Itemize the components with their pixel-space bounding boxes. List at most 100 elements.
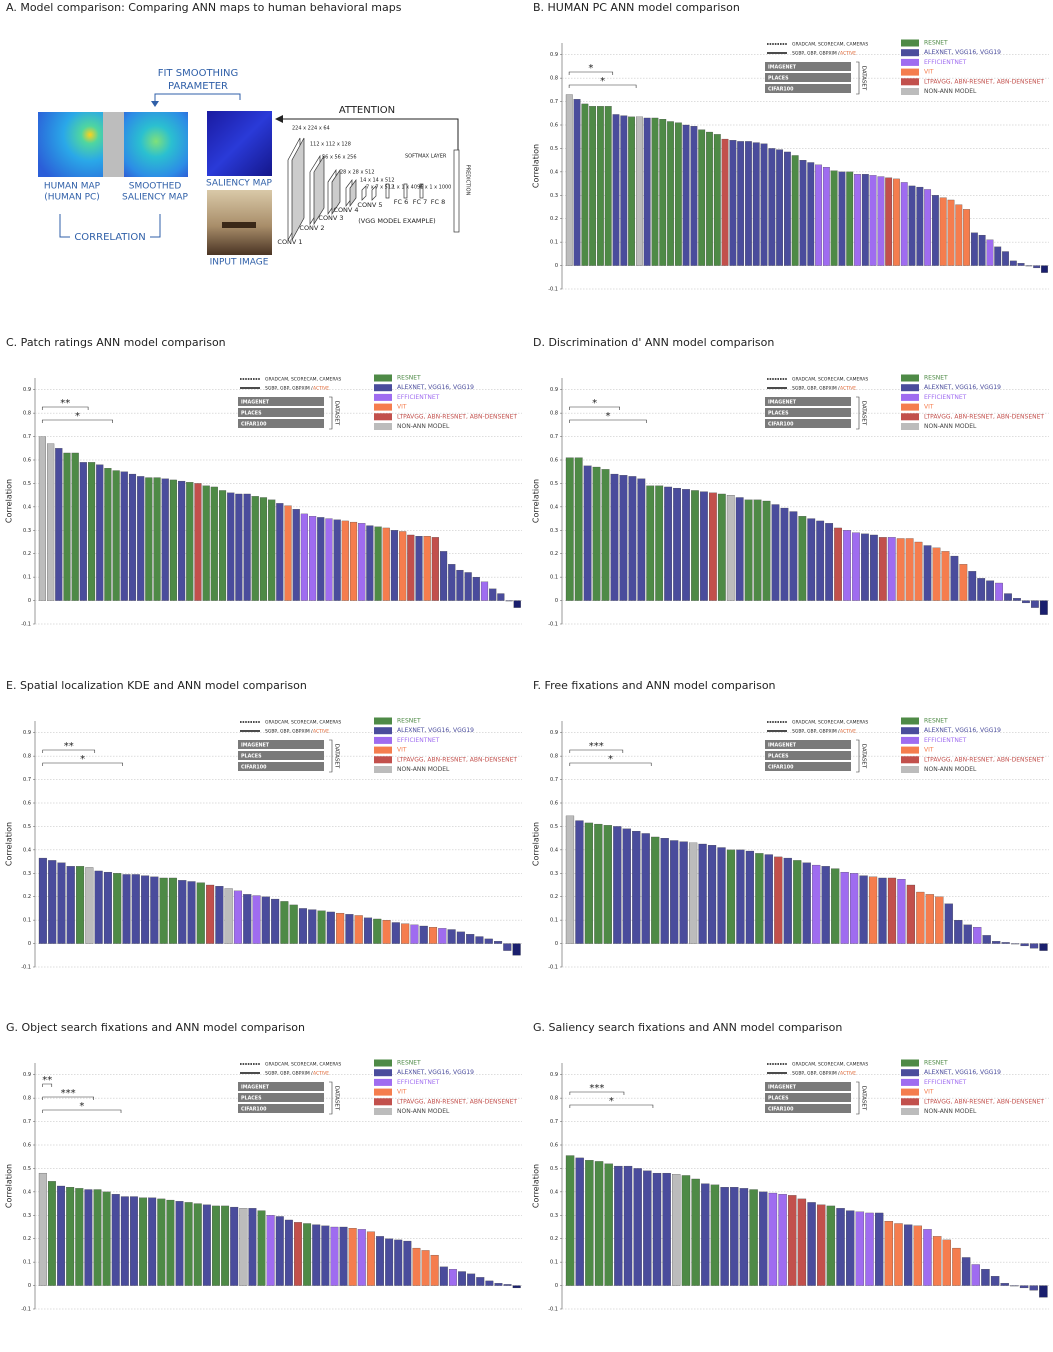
bar xyxy=(815,164,822,266)
bar xyxy=(736,849,745,944)
significance-bracket xyxy=(568,71,614,75)
bar xyxy=(122,874,131,944)
bar xyxy=(812,864,821,944)
bar xyxy=(1041,265,1048,273)
bar xyxy=(641,833,650,944)
dataset-title: DATASET xyxy=(861,744,867,769)
bar xyxy=(366,525,374,601)
bar xyxy=(303,1223,312,1286)
y-tick-label: 0.1 xyxy=(550,575,558,581)
legend-label: EFFICIENTNET xyxy=(924,1079,967,1086)
y-tick-label: -0.1 xyxy=(21,1307,31,1313)
legend-label: EFFICIENTNET xyxy=(397,737,440,744)
bar xyxy=(330,1226,339,1286)
bar xyxy=(376,1236,384,1286)
bar xyxy=(447,929,456,944)
bar xyxy=(186,482,194,601)
dataset-bracket xyxy=(329,1081,333,1115)
dataset-label: PLACES xyxy=(768,753,789,759)
bar xyxy=(849,873,859,944)
y-tick-label: 0 xyxy=(555,1283,558,1289)
bar xyxy=(349,521,358,601)
legend-swatch xyxy=(901,88,919,95)
bar xyxy=(391,922,400,944)
bar xyxy=(284,505,292,601)
legend-swatch xyxy=(374,423,392,430)
bar xyxy=(565,94,573,266)
bar xyxy=(161,478,169,601)
label: CORRELATION xyxy=(74,232,145,243)
y-tick-label: 0.2 xyxy=(23,894,31,900)
legend-label: RESNET xyxy=(924,375,948,382)
legend-label: ALEXNET, VGG16, VGG19 xyxy=(397,727,474,734)
dataset-box xyxy=(765,740,851,749)
bar xyxy=(745,850,755,944)
legend-label: VIT xyxy=(924,404,934,411)
bar xyxy=(348,1228,357,1286)
dataset-box xyxy=(238,1082,324,1091)
bar xyxy=(594,823,603,944)
label: INPUT IMAGE xyxy=(210,258,269,268)
y-tick-label: 0.7 xyxy=(23,1119,31,1125)
bar xyxy=(673,487,681,601)
bar xyxy=(94,870,103,944)
bar xyxy=(807,518,816,601)
significance-label: *** xyxy=(61,1088,76,1099)
layer-label: CONV 3 xyxy=(318,214,343,222)
legend-swatch xyxy=(901,374,919,382)
bar xyxy=(458,1271,466,1286)
bar xyxy=(682,124,690,266)
y-tick-label: -0.1 xyxy=(548,965,558,971)
bar xyxy=(963,924,972,944)
y-tick-label: 0.6 xyxy=(550,801,558,807)
bar xyxy=(476,1277,485,1286)
bar xyxy=(620,115,628,266)
bar xyxy=(992,941,1001,944)
bar xyxy=(430,1254,439,1286)
bar xyxy=(935,896,944,944)
bar xyxy=(721,138,729,266)
bar xyxy=(321,1225,330,1286)
significance-label: * xyxy=(609,1096,614,1107)
legend-swatch xyxy=(374,746,392,754)
bar xyxy=(924,189,932,266)
bar xyxy=(84,1189,93,1286)
y-tick-label: 0.5 xyxy=(550,481,558,487)
legend-label: ALEXNET, VGG16, VGG19 xyxy=(924,384,1001,391)
bar xyxy=(565,815,575,944)
bar xyxy=(826,1205,836,1286)
bar xyxy=(284,1219,293,1286)
bar xyxy=(821,866,830,944)
significance-bracket xyxy=(569,406,620,410)
bar xyxy=(970,232,978,266)
bar xyxy=(637,478,646,601)
bar xyxy=(210,486,218,601)
label: SALIENCY MAP xyxy=(206,179,273,189)
layer-label: FC 8 xyxy=(431,198,445,206)
dataset-box xyxy=(765,397,851,406)
legend-label: LTPAVGG, ABN-RESNET, ABN-DENSENET xyxy=(924,1098,1044,1105)
significance-bracket xyxy=(42,749,96,753)
vgg-layer-labels: CONV 1 CONV 2 CONV 3 CONV 4 CONV 5 FC 6 … xyxy=(277,198,445,246)
bar xyxy=(1002,251,1009,266)
label: SALIENCY MAP xyxy=(122,193,189,203)
legend-swatch xyxy=(374,1088,392,1096)
y-tick-label: 0.2 xyxy=(550,216,558,222)
bar xyxy=(726,849,736,944)
legend-swatch xyxy=(901,393,919,401)
bar xyxy=(131,874,140,944)
bar xyxy=(57,1185,66,1286)
bar xyxy=(947,199,955,266)
dataset-label: CIFAR100 xyxy=(768,86,794,92)
bar xyxy=(906,884,916,944)
y-tick-label: 0.4 xyxy=(550,847,558,853)
legend-label: EFFICIENTNET xyxy=(924,59,967,66)
legend-swatch xyxy=(901,736,919,744)
bar xyxy=(75,1188,84,1286)
y-tick-label: 0.8 xyxy=(23,754,31,760)
dataset-label: IMAGENET xyxy=(241,1084,270,1090)
bar xyxy=(729,140,737,266)
bar xyxy=(961,1257,971,1286)
bar xyxy=(604,1163,613,1286)
panel-title: B. HUMAN PC ANN model comparison xyxy=(533,1,740,14)
